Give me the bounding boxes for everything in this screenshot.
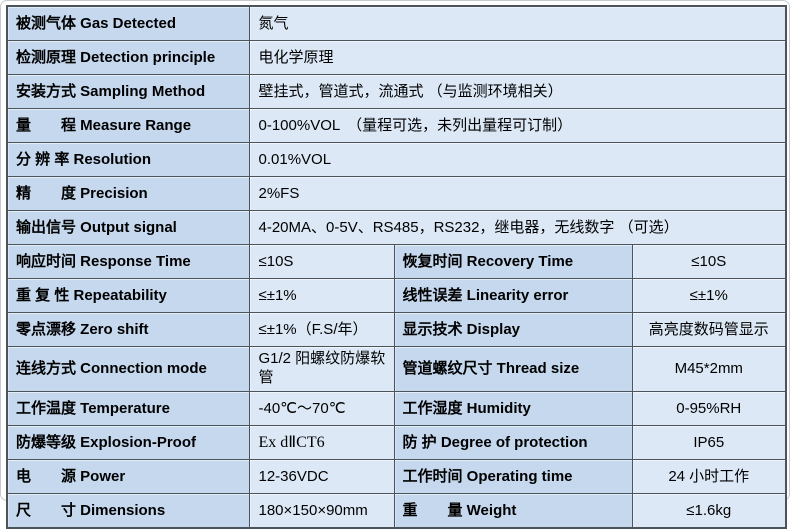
- table-row: 工作温度 Temperature -40℃～70℃ 工作湿度 Humidity …: [6, 391, 787, 426]
- row-value-linearity-error: ≤±1%: [631, 278, 787, 313]
- table-row: 电 源 Power 12-36VDC 工作时间 Operating time 2…: [6, 459, 787, 494]
- row-label-temperature: 工作温度 Temperature: [6, 391, 250, 426]
- row-value-resolution: 0.01%VOL: [248, 142, 787, 177]
- row-value-display: 高亮度数码管显示: [631, 312, 787, 347]
- table-row: 零点漂移 Zero shift ≤±1%（F.S/年） 显示技术 Display…: [6, 312, 787, 347]
- row-value-operating-time: 24 小时工作: [631, 459, 787, 494]
- row-label-zero-shift: 零点漂移 Zero shift: [6, 312, 250, 347]
- row-value-humidity: 0-95%RH: [631, 391, 787, 426]
- row-value-detection-principle: 电化学原理: [248, 40, 787, 75]
- table-row: 尺 寸 Dimensions 180×150×90mm 重 量 Weight ≤…: [6, 493, 787, 529]
- row-value-explosion-proof: Ex dⅡCT6: [248, 425, 395, 460]
- table-row: 响应时间 Response Time ≤10S 恢复时间 Recovery Ti…: [6, 244, 787, 279]
- row-value-thread-size: M45*2mm: [631, 346, 787, 392]
- row-label-connection-mode: 连线方式 Connection mode: [6, 346, 250, 392]
- row-label-output-signal: 输出信号 Output signal: [6, 210, 250, 245]
- row-label-measure-range: 量 程 Measure Range: [6, 108, 250, 143]
- row-value-measure-range: 0-100%VOL （量程可选，未列出量程可订制）: [248, 108, 787, 143]
- row-label-weight: 重 量 Weight: [393, 493, 633, 529]
- row-value-temperature: -40℃～70℃: [248, 391, 395, 426]
- row-value-zero-shift: ≤±1%（F.S/年）: [248, 312, 395, 347]
- row-value-connection-mode: G1/2 阳螺纹防爆软管: [248, 346, 395, 392]
- row-value-degree-of-protection: IP65: [631, 425, 787, 460]
- row-value-response-time: ≤10S: [248, 244, 395, 279]
- row-value-precision: 2%FS: [248, 176, 787, 211]
- row-value-sampling-method: 壁挂式，管道式，流通式 （与监测环境相关）: [248, 74, 787, 109]
- row-label-repeatability: 重 复 性 Repeatability: [6, 278, 250, 313]
- table-row: 分 辨 率 Resolution 0.01%VOL: [6, 142, 787, 177]
- row-label-thread-size: 管道螺纹尺寸 Thread size: [393, 346, 633, 392]
- table-row: 安装方式 Sampling Method 壁挂式，管道式，流通式 （与监测环境相…: [6, 74, 787, 109]
- row-label-response-time: 响应时间 Response Time: [6, 244, 250, 279]
- row-label-operating-time: 工作时间 Operating time: [393, 459, 633, 494]
- table-row: 重 复 性 Repeatability ≤±1% 线性误差 Linearity …: [6, 278, 787, 313]
- table-row: 输出信号 Output signal 4-20MA、0-5V、RS485，RS2…: [6, 210, 787, 245]
- spec-table: 被测气体 Gas Detected 氮气 检测原理 Detection prin…: [6, 5, 788, 529]
- row-label-dimensions: 尺 寸 Dimensions: [6, 493, 250, 529]
- table-row: 检测原理 Detection principle 电化学原理: [6, 40, 787, 75]
- table-row: 量 程 Measure Range 0-100%VOL （量程可选，未列出量程可…: [6, 108, 787, 143]
- row-label-gas-detected: 被测气体 Gas Detected: [6, 5, 250, 41]
- row-label-display: 显示技术 Display: [393, 312, 633, 347]
- row-value-recovery-time: ≤10S: [631, 244, 787, 279]
- row-value-weight: ≤1.6kg: [631, 493, 787, 529]
- row-label-sampling-method: 安装方式 Sampling Method: [6, 74, 250, 109]
- row-label-detection-principle: 检测原理 Detection principle: [6, 40, 250, 75]
- row-label-linearity-error: 线性误差 Linearity error: [393, 278, 633, 313]
- row-value-repeatability: ≤±1%: [248, 278, 395, 313]
- row-label-explosion-proof: 防爆等级 Explosion-Proof: [6, 425, 250, 460]
- row-label-resolution: 分 辨 率 Resolution: [6, 142, 250, 177]
- table-row: 精 度 Precision 2%FS: [6, 176, 787, 211]
- table-row: 防爆等级 Explosion-Proof Ex dⅡCT6 防 护 Degree…: [6, 425, 787, 460]
- table-row: 连线方式 Connection mode G1/2 阳螺纹防爆软管 管道螺纹尺寸…: [6, 346, 787, 392]
- row-value-power: 12-36VDC: [248, 459, 395, 494]
- table-row: 被测气体 Gas Detected 氮气: [6, 5, 787, 41]
- row-label-humidity: 工作湿度 Humidity: [393, 391, 633, 426]
- row-label-power: 电 源 Power: [6, 459, 250, 494]
- row-value-gas-detected: 氮气: [248, 5, 787, 41]
- row-label-recovery-time: 恢复时间 Recovery Time: [393, 244, 633, 279]
- row-label-degree-of-protection: 防 护 Degree of protection: [393, 425, 633, 460]
- row-value-output-signal: 4-20MA、0-5V、RS485，RS232，继电器，无线数字 （可选）: [248, 210, 787, 245]
- row-label-precision: 精 度 Precision: [6, 176, 250, 211]
- row-value-dimensions: 180×150×90mm: [248, 493, 395, 529]
